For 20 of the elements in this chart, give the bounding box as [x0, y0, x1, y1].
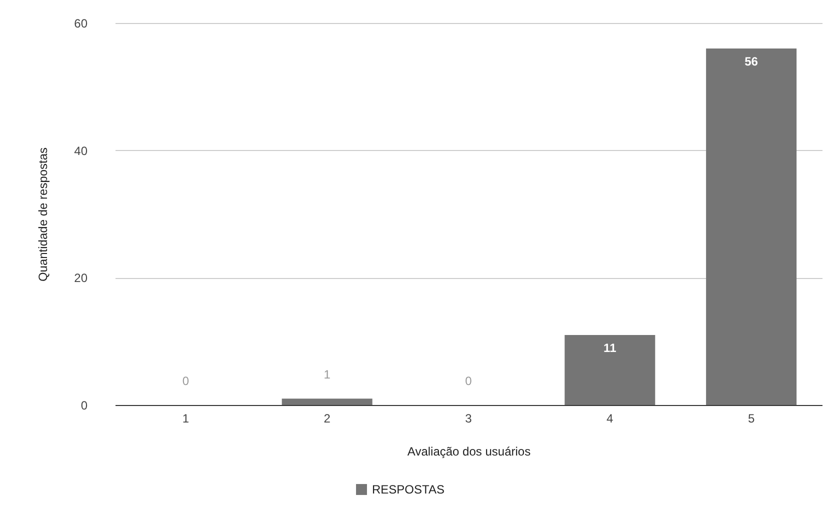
bar: [564, 334, 656, 405]
x-axis-title: Avaliação dos usuários: [407, 444, 531, 458]
y-tick-label: 40: [74, 144, 88, 158]
y-tick-label: 60: [74, 16, 88, 30]
bar: [282, 398, 372, 405]
data-label: 0: [465, 374, 472, 388]
data-label: 11: [604, 340, 617, 355]
x-tick-label: 5: [748, 412, 755, 426]
data-label: 1: [324, 368, 331, 382]
x-tick-label: 1: [182, 412, 190, 426]
x-tick-label: 2: [324, 412, 331, 426]
y-tick-label: 20: [74, 271, 88, 286]
legend-label: RESPOSTAS: [372, 482, 444, 496]
data-label: 0: [182, 374, 190, 388]
bar: [706, 48, 797, 405]
y-axis-title: Quantidade de respostas: [36, 147, 50, 282]
data-label: 56: [744, 54, 758, 68]
x-tick-label: 3: [465, 412, 472, 426]
y-tick-label: 0: [80, 398, 88, 412]
x-tick-label: 4: [606, 412, 614, 426]
